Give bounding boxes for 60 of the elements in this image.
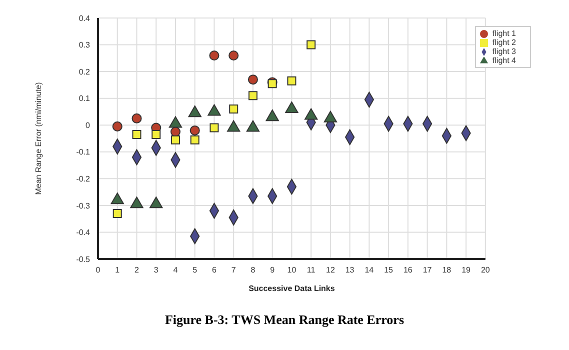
x-tick-label: 11 — [306, 266, 316, 275]
point — [266, 110, 279, 122]
x-tick-label: 0 — [96, 266, 101, 275]
y-tick-label: 0.2 — [78, 67, 91, 76]
y-tick-label: 0.1 — [78, 94, 91, 104]
x-tick-label: 20 — [480, 266, 490, 275]
legend-label: flight 4 — [492, 56, 516, 65]
point — [229, 104, 238, 114]
y-tick-label: -0.3 — [76, 201, 91, 210]
x-tick-label: 15 — [384, 266, 394, 275]
point — [132, 130, 142, 139]
point — [190, 135, 200, 144]
x-tick-label: 10 — [287, 266, 297, 275]
point — [248, 91, 258, 100]
point — [150, 196, 163, 208]
x-tick-label: 17 — [422, 266, 432, 275]
y-tick-label: -0.4 — [76, 228, 91, 238]
point — [132, 113, 142, 124]
x-axis-title: Successive Data Links — [248, 284, 336, 293]
y-tick-label: -0.1 — [76, 148, 91, 157]
point — [112, 121, 122, 132]
x-tick-label: 19 — [462, 266, 472, 275]
x-tick-label: 12 — [326, 266, 336, 275]
x-tick-label: 18 — [442, 266, 452, 275]
legend-label: flight 1 — [492, 29, 516, 38]
y-axis-title: Mean Range Error (nmi/minute) — [34, 82, 43, 195]
point — [285, 102, 298, 114]
point — [209, 50, 220, 60]
point — [306, 40, 316, 50]
x-tick-label: 1 — [115, 266, 120, 275]
x-tick-label: 8 — [250, 266, 256, 275]
point — [248, 74, 258, 85]
x-tick-label: 6 — [212, 266, 217, 275]
point — [188, 106, 202, 118]
x-tick-label: 7 — [231, 266, 236, 275]
y-tick-label: 0.3 — [78, 40, 91, 50]
y-tick-label: 0 — [86, 120, 91, 130]
y-tick-label: -0.5 — [76, 254, 91, 264]
x-tick-label: 13 — [345, 266, 355, 275]
point — [152, 130, 161, 139]
x-tick-label: 5 — [192, 266, 198, 275]
x-tick-label: 3 — [154, 266, 159, 275]
point — [130, 196, 144, 208]
x-tick-label: 14 — [364, 266, 374, 275]
point — [228, 50, 239, 60]
x-tick-label: 16 — [403, 266, 413, 275]
point — [170, 135, 180, 144]
point — [287, 76, 296, 86]
x-tick-label: 4 — [173, 266, 178, 275]
point — [110, 192, 124, 204]
y-tick-label: 0.4 — [78, 14, 91, 23]
point — [210, 123, 219, 132]
x-tick-label: 2 — [134, 266, 140, 275]
point — [190, 125, 200, 136]
text: Figure B-3: TWS Mean Range Rate Errors — [164, 312, 406, 328]
y-tick-label: -0.2 — [76, 174, 91, 184]
x-tick-label: 9 — [270, 266, 276, 275]
legend-label: flight 3 — [492, 47, 516, 56]
point — [112, 208, 122, 218]
legend-label: flight 2 — [492, 38, 516, 47]
